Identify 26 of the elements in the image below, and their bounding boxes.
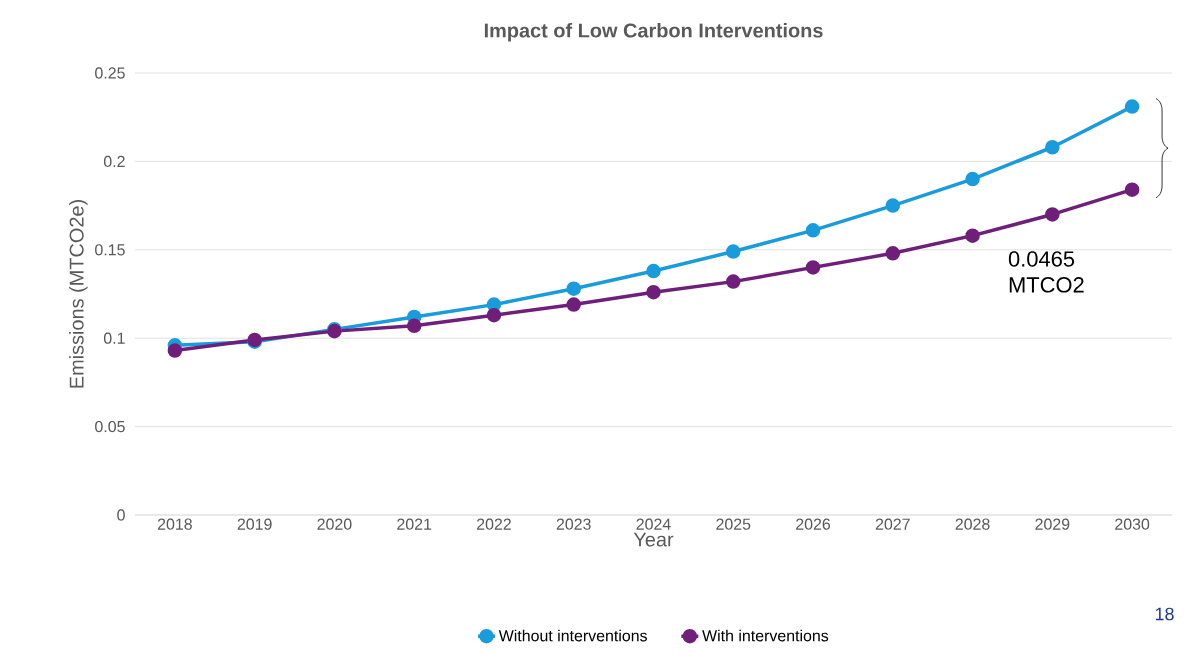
x-tick-label: 2030 [1115, 518, 1150, 530]
y-tick-label: 0.2 [103, 155, 125, 168]
legend-label: With interventions [702, 629, 829, 642]
y-tick-label: 0 [117, 509, 125, 521]
y-tick-label: 0.25 [95, 67, 125, 79]
x-tick-label: 2024 [636, 518, 671, 530]
x-tick-label: 2025 [716, 518, 751, 530]
y-tick-label: 0.05 [95, 420, 125, 433]
text: 18 [1155, 607, 1174, 621]
x-tick-label: 2029 [1035, 518, 1070, 530]
x-tick-label: 2020 [317, 518, 352, 530]
x-tick-label: 2019 [237, 518, 272, 530]
y-tick-label: 0.1 [103, 332, 125, 344]
annotation: 0.0465 MTCO2 [1008, 251, 1084, 293]
y-axis-title: Emissions (MTCO2e) [69, 200, 88, 388]
x-tick-label: 2018 [157, 518, 192, 530]
x-tick-label: 2022 [477, 518, 511, 530]
x-tick-label: 2023 [556, 518, 591, 530]
x-tick-label: 2027 [875, 518, 910, 530]
y-tick-label: 0.15 [95, 244, 125, 256]
chart-title: Impact of Low Carbon Interventions [484, 22, 823, 42]
x-axis-title: Year [633, 532, 674, 547]
legend-label: Without interventions [498, 629, 647, 642]
x-tick-label: 2028 [955, 518, 990, 530]
x-tick-label: 2021 [397, 518, 432, 530]
x-tick-label: 2026 [796, 518, 831, 530]
